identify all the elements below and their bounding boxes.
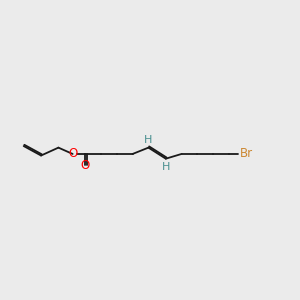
- Text: H: H: [144, 135, 153, 145]
- Text: H: H: [162, 162, 170, 172]
- Text: O: O: [68, 147, 77, 161]
- Text: O: O: [81, 159, 90, 172]
- Text: Br: Br: [240, 147, 253, 161]
